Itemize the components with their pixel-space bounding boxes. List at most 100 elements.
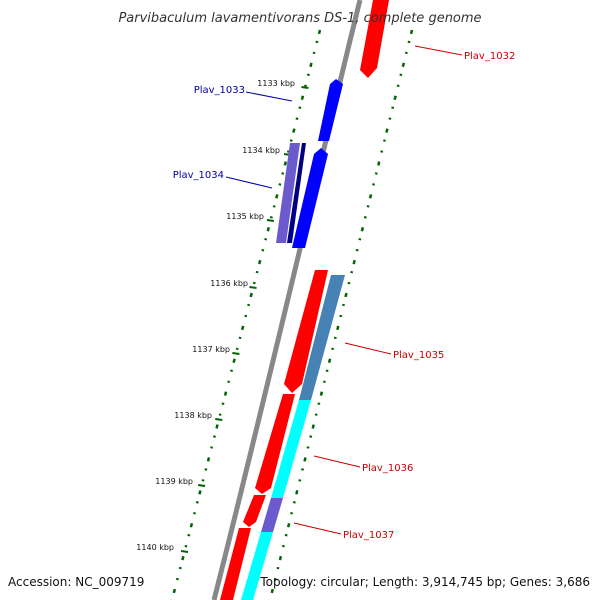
gc-dot [187,533,191,537]
gc-dot [295,490,299,495]
gc-dot [181,555,185,561]
tick-label: 1137 kbp [192,345,230,354]
gc-dot [261,248,265,252]
gc-dot [201,479,205,482]
gene-label-plav-1032: Plav_1032 [464,51,515,62]
gc-dot [289,139,293,142]
gc-dot [309,62,313,68]
gc-dot [286,522,291,528]
gc-dot [393,95,397,100]
gc-dot [409,29,414,35]
gc-dot [306,73,310,77]
gc-dot [193,511,196,515]
gc-dot [258,259,262,265]
gc-dot [303,457,307,462]
feature-cyan-b [241,532,273,600]
gc-dot [255,270,259,274]
gene-plav-1034-feature-navy [287,143,306,243]
gc-dot [178,566,182,570]
gene-plav-1036-feature [271,400,311,498]
gc-dot [385,128,389,133]
tick-label: 1138 kbp [174,411,212,420]
gc-dot [278,555,283,561]
gc-dot [232,358,236,364]
gc-dot [317,29,322,35]
gc-dot [315,40,319,44]
gene-label-plav-1035: Plav_1035 [393,350,444,361]
gene-plav-1032-feature [360,0,389,78]
kbp-tick [249,286,257,289]
gene-plav-1034-feature-blue [292,148,328,248]
gc-dot [198,490,202,495]
gene-label-leader [293,522,342,535]
gc-dot [352,259,356,265]
gc-dot [230,369,233,373]
gc-dot [240,325,245,331]
gene-label-plav-1034: Plav_1034 [173,170,224,181]
gc-dot [283,161,288,166]
feature-red-b [255,394,295,494]
gc-dot [218,413,222,416]
gene-label-plav-1033: Plav_1033 [194,85,245,96]
gc-dot [266,226,270,232]
gene-plav-1034-feature-slate [276,143,300,243]
kbp-tick [266,219,275,222]
gc-dot [319,391,324,396]
gc-dot [264,237,268,241]
gc-dot [247,303,251,307]
gc-dot [184,544,188,548]
gene-label-leader [414,45,463,56]
reverse-strand-features [276,79,343,248]
outer-dot-track [268,29,414,600]
feature-red-c [243,495,266,527]
gc-dot [275,194,279,199]
gc-dot [281,172,285,175]
tick-label: 1134 kbp [242,146,280,155]
feature-red-a [284,270,328,393]
tick-label: 1136 kbp [210,279,248,288]
gc-dot [175,577,179,581]
forward-strand-features [220,0,389,600]
gc-dot [252,281,256,285]
kbp-tick [215,418,223,421]
gc-dot [272,205,276,208]
gc-dot [189,522,194,528]
gc-dot [312,51,316,55]
gene-plav-1035-feature [299,275,345,400]
kbp-ticks [180,86,309,553]
gene-label-leader [245,91,293,102]
gc-dot [295,117,299,120]
map-title: Parvibaculum lavamentivorans DS-1, compl… [118,11,481,26]
gc-dot [344,292,348,298]
kbp-tick [197,484,206,487]
gc-dot [195,501,199,504]
gc-dot [286,150,290,153]
genome-backbone [211,0,363,600]
genome-summary-text: Topology: circular; Length: 3,914,745 bp… [259,575,590,589]
kbp-tick-labels: 1133 kbp 1134 kbp 1135 kbp 1136 kbp 1137… [136,79,295,552]
gc-dot [210,446,214,449]
kbp-tick [301,86,309,89]
gc-dot [278,183,282,186]
gc-dot [249,292,253,298]
gene-label-leader [344,342,392,355]
tick-label: 1140 kbp [136,543,174,552]
gc-dot [401,62,406,68]
gc-dot [269,216,273,219]
gc-dot [336,325,340,331]
tick-label: 1133 kbp [257,79,295,88]
gc-dot [212,435,216,438]
gc-dot [304,84,307,88]
gc-dot [300,95,305,100]
accession-text: Accession: NC_009719 [8,575,144,589]
gc-dot-tracks [170,29,414,600]
gene-plav-1037-feature [261,498,283,532]
gene-label-leader [313,455,361,468]
kbp-tick [232,352,240,355]
gene-label-plav-1036: Plav_1036 [362,463,413,474]
inner-dot-track [170,29,322,600]
gc-dot [298,106,302,109]
gc-dot [172,588,177,594]
gc-dot [270,588,274,594]
